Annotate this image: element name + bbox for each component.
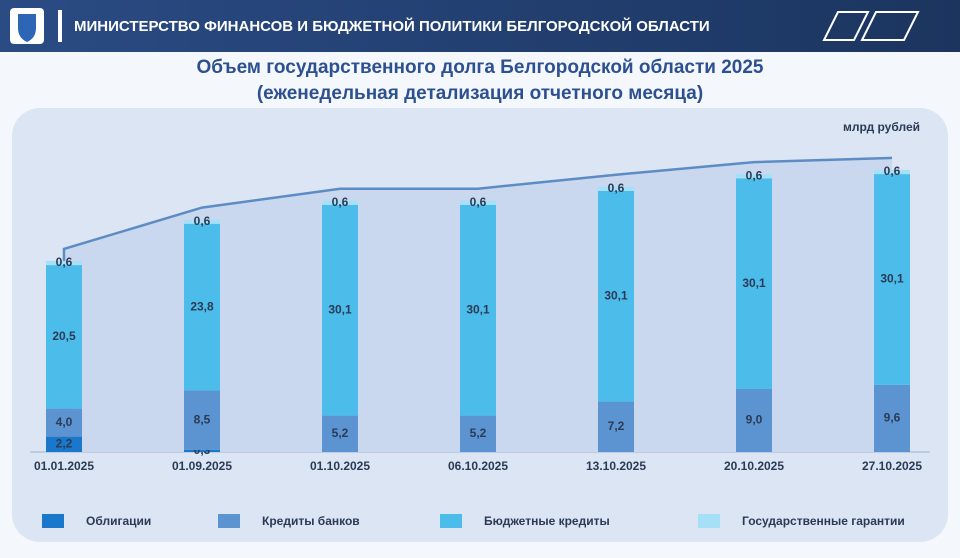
value-label: 0,6 (746, 168, 763, 182)
value-label: 0,6 (56, 255, 73, 269)
bar-segment (874, 174, 910, 385)
bar-segment (460, 200, 496, 205)
total-outline (62, 156, 893, 452)
x-tick-label: 27.10.2025 (862, 459, 922, 473)
bar-segment (322, 200, 358, 205)
header-decor (822, 11, 920, 41)
bar-segment (184, 449, 220, 452)
logo-shield (18, 14, 36, 42)
header-divider (58, 10, 62, 42)
bar-segment (184, 390, 220, 450)
value-label: 30,1 (604, 288, 628, 302)
x-tick-label: 13.10.2025 (586, 459, 646, 473)
value-label: 9,6 (884, 411, 901, 425)
legend-label: Облигации (86, 514, 151, 528)
legend-label: Кредиты банков (262, 514, 360, 528)
value-label: 0,6 (608, 181, 625, 195)
bar-segment (46, 260, 82, 266)
legend-label: Бюджетные кредиты (484, 514, 610, 528)
value-label: 0,6 (884, 164, 901, 178)
bar-segment (46, 408, 82, 437)
header-title: МИНИСТЕРСТВО ФИНАНСОВ И БЮДЖЕТНОЙ ПОЛИТИ… (74, 17, 710, 35)
chart-subtitle: (еженедельная детализация отчетного меся… (257, 83, 703, 104)
value-label: 23,8 (190, 299, 214, 313)
bar-segment (736, 178, 772, 389)
value-label: 20,5 (52, 329, 76, 343)
legend-label: Государственные гарантии (742, 514, 905, 528)
bar-segment (460, 415, 496, 452)
legend-swatch (218, 514, 240, 528)
unit-label: млрд рублей (843, 120, 920, 134)
legend-swatch (42, 514, 64, 528)
value-label: 0,6 (470, 195, 487, 209)
bar-segment (598, 186, 634, 191)
bar-segment (46, 436, 82, 452)
bar-segment (184, 223, 220, 391)
x-tick-label: 06.10.2025 (448, 459, 508, 473)
value-label: 0,6 (332, 195, 349, 209)
value-label: 30,1 (742, 276, 766, 290)
value-label: 5,2 (470, 426, 487, 440)
x-tick-label: 01.01.2025 (34, 459, 94, 473)
bar-segment (322, 204, 358, 416)
value-label: 5,2 (332, 426, 349, 440)
bar-segment (736, 389, 772, 452)
bar-segment (598, 190, 634, 402)
bar-segment (184, 219, 220, 224)
bar-segment (322, 415, 358, 452)
x-tick-label: 01.09.2025 (172, 459, 232, 473)
bar-layer: 2,24,020,50,601.01.20250,38,523,80,601.0… (34, 164, 922, 473)
x-tick-label: 20.10.2025 (724, 459, 784, 473)
value-label: 30,1 (328, 302, 352, 316)
value-label: 0,6 (194, 214, 211, 228)
value-label: 9,0 (746, 413, 763, 427)
value-label: 8,5 (194, 412, 211, 426)
value-label: 30,1 (880, 272, 904, 286)
legend-swatch (698, 514, 720, 528)
bar-segment (460, 204, 496, 416)
bar-segment (874, 384, 910, 452)
value-label: 2,2 (56, 436, 73, 450)
bar-segment (598, 401, 634, 452)
value-label: 7,2 (608, 419, 625, 433)
bar-segment (874, 169, 910, 175)
chart-title: Объем государственного долга Белгородско… (196, 57, 763, 78)
legend-swatch (440, 514, 462, 528)
bar-segment (46, 265, 82, 409)
header-bar (0, 0, 960, 52)
x-tick-label: 01.10.2025 (310, 459, 370, 473)
value-label: 4,0 (56, 415, 73, 429)
bar-segment (736, 174, 772, 179)
value-label: 30,1 (466, 302, 490, 316)
